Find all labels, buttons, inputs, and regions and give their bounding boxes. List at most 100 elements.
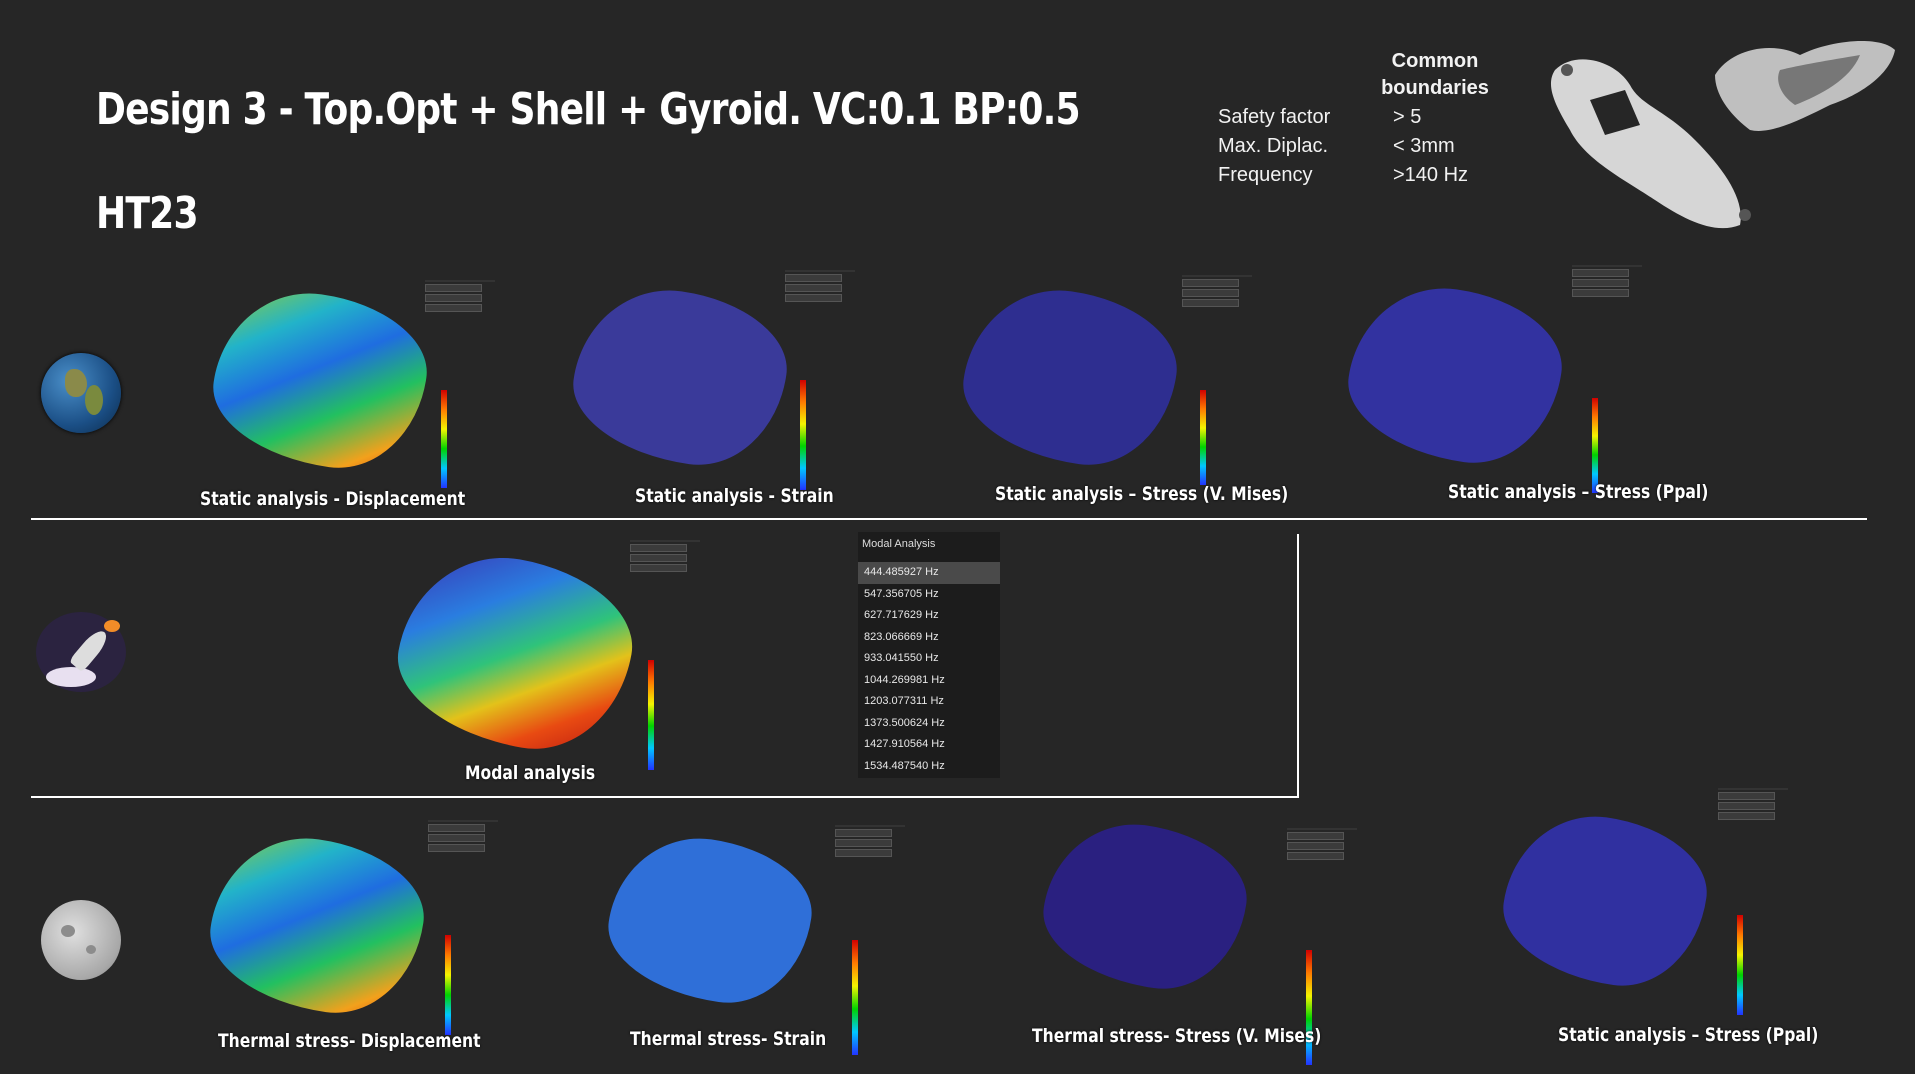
panel-select[interactable] xyxy=(428,844,485,852)
strain-render xyxy=(564,278,796,476)
result-panel xyxy=(1718,788,1788,822)
thermal-principal-render xyxy=(1494,804,1716,997)
section-divider xyxy=(1297,534,1299,798)
frequency-row[interactable]: 444.485927 Hz xyxy=(858,562,1000,584)
caption: Thermal stress- Strain xyxy=(630,1028,827,1050)
panel-title xyxy=(630,540,700,542)
panel-select[interactable] xyxy=(1182,279,1239,287)
panel-title xyxy=(428,820,498,822)
panel-select[interactable] xyxy=(1718,812,1775,820)
panel-title xyxy=(1718,788,1788,790)
caption: Static analysis – Stress (Ppal) xyxy=(1448,481,1709,503)
caption: Thermal stress- Displacement xyxy=(218,1030,481,1052)
page-subtitle: HT23 xyxy=(96,188,199,239)
panel-select[interactable] xyxy=(425,294,482,302)
color-legend xyxy=(441,390,447,488)
result-panel xyxy=(785,270,855,304)
boundaries-heading-line2: boundaries xyxy=(1381,77,1489,99)
boundaries-heading-line1: Common xyxy=(1391,50,1479,72)
frequency-row[interactable]: 1044.269981 Hz xyxy=(864,673,945,686)
frequency-row[interactable]: 1373.500624 Hz xyxy=(864,716,945,729)
panel-title xyxy=(425,280,495,282)
panel-title xyxy=(1182,275,1252,277)
color-legend xyxy=(1737,915,1743,1015)
boundaries-heading: Common boundaries xyxy=(1370,48,1500,102)
panel-select[interactable] xyxy=(1572,269,1629,277)
boundaries-table: Safety factor > 5 Max. Diplac. < 3mm Frequ… xyxy=(1218,103,1518,190)
result-panel xyxy=(630,540,700,574)
boundary-row: Safety factor > 5 xyxy=(1218,103,1518,132)
section-divider xyxy=(31,796,1299,798)
frequency-row[interactable]: 547.356705 Hz xyxy=(864,587,939,600)
modal-analysis-panel: Modal Analysis 444.485927 Hz 547.356705 … xyxy=(858,532,1000,778)
page-title: Design 3 - Top.Opt + Shell + Gyroid. VC:… xyxy=(96,84,1081,135)
result-panel xyxy=(425,280,495,314)
panel-select[interactable] xyxy=(835,829,892,837)
panel-select[interactable] xyxy=(1718,792,1775,800)
panel-select[interactable] xyxy=(1572,289,1629,297)
frequency-row[interactable]: 1427.910564 Hz xyxy=(864,738,945,750)
caption: Static analysis – Stress (V. Mises) xyxy=(995,483,1289,505)
boundary-label: Frequency xyxy=(1218,164,1313,186)
panel-select[interactable] xyxy=(785,274,842,282)
boundary-value: > 5 xyxy=(1393,106,1422,128)
frequency-row[interactable]: 933.041550 Hz xyxy=(864,652,939,664)
modal-render xyxy=(385,541,645,764)
frequency-row[interactable]: 1203.077311 Hz xyxy=(864,695,944,707)
panel-title xyxy=(1572,265,1642,267)
color-legend xyxy=(445,935,451,1035)
color-legend xyxy=(1592,398,1598,493)
panel-select[interactable] xyxy=(630,564,687,572)
color-legend xyxy=(800,380,806,490)
boundary-label: Max. Diplac. xyxy=(1218,135,1329,157)
boundary-value: >140 Hz xyxy=(1393,164,1469,186)
panel-select[interactable] xyxy=(835,849,892,857)
boundary-row: Max. Diplac. < 3mm xyxy=(1218,132,1518,161)
panel-select[interactable] xyxy=(1287,832,1344,840)
boundary-label: Safety factor xyxy=(1218,106,1331,128)
panel-select[interactable] xyxy=(1182,289,1239,297)
panel-title xyxy=(835,825,905,827)
vonmises-render xyxy=(954,278,1186,476)
boundary-value: < 3mm xyxy=(1393,135,1455,157)
panel-select[interactable] xyxy=(425,304,482,312)
section-divider xyxy=(31,518,1867,520)
panel-select[interactable] xyxy=(835,839,892,847)
panel-select[interactable] xyxy=(630,544,687,552)
result-panel xyxy=(835,825,905,859)
panel-select[interactable] xyxy=(785,284,842,292)
part-render-image xyxy=(1550,59,1751,229)
panel-select[interactable] xyxy=(1182,299,1239,307)
color-legend xyxy=(1306,950,1312,1065)
frequency-row[interactable]: 823.066669 Hz xyxy=(864,630,939,643)
panel-select[interactable] xyxy=(428,834,485,842)
displacement-render xyxy=(204,281,436,479)
panel-select[interactable] xyxy=(785,294,842,302)
panel-select[interactable] xyxy=(1287,852,1344,860)
panel-title xyxy=(1287,828,1357,830)
caption: Thermal stress- Stress (V. Mises) xyxy=(1032,1025,1322,1047)
panel-select[interactable] xyxy=(428,824,485,832)
moon-icon xyxy=(41,900,121,980)
panel-title xyxy=(785,270,855,272)
thermal-displacement-render xyxy=(201,826,433,1024)
result-panel xyxy=(428,820,498,854)
result-panel xyxy=(1182,275,1252,309)
panel-select[interactable] xyxy=(1287,842,1344,850)
caption: Static analysis – Stress (Ppal) xyxy=(1558,1024,1819,1046)
panel-select[interactable] xyxy=(425,284,482,292)
panel-select[interactable] xyxy=(630,554,687,562)
earth-icon xyxy=(41,353,121,433)
thermal-vonmises-render xyxy=(1034,812,1256,1000)
caption: Static analysis - Displacement xyxy=(200,488,466,510)
color-legend xyxy=(648,660,654,770)
result-panel xyxy=(1287,828,1357,862)
modal-analysis-title: Modal Analysis xyxy=(862,538,936,550)
frequency-row[interactable]: 627.717629 Hz xyxy=(864,609,939,621)
panel-select[interactable] xyxy=(1572,279,1629,287)
color-legend xyxy=(1200,390,1206,485)
frequency-row[interactable]: 1534.487540 Hz xyxy=(864,759,945,772)
caption: Static analysis - Strain xyxy=(635,485,834,507)
boundary-row: Frequency >140 Hz xyxy=(1218,161,1518,190)
panel-select[interactable] xyxy=(1718,802,1775,810)
